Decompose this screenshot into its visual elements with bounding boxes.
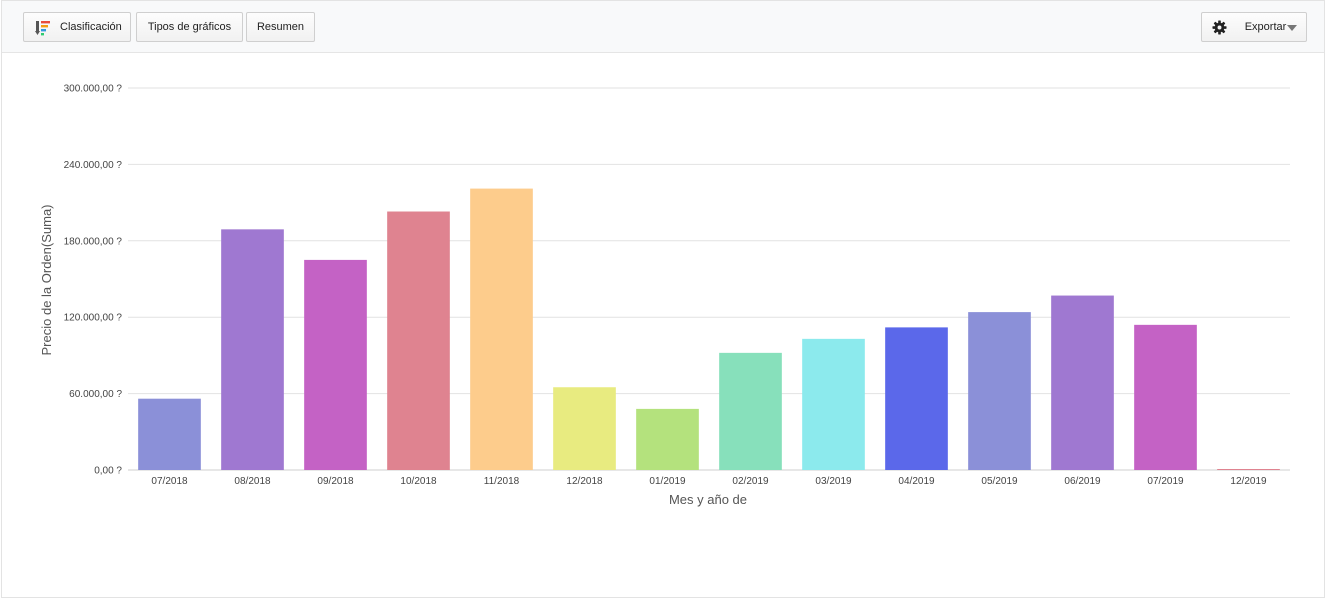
x-tick-label: 04/2019 bbox=[898, 476, 935, 487]
gridlines bbox=[128, 87, 1290, 471]
summary-button[interactable]: Resumen bbox=[246, 12, 315, 42]
bar-08-2018[interactable] bbox=[221, 229, 284, 470]
x-axis-title: Mes y año de bbox=[669, 492, 747, 507]
sort-button-label: Clasificación bbox=[60, 21, 122, 33]
caret-down-icon bbox=[1287, 25, 1297, 31]
x-tick-label: 11/2018 bbox=[484, 476, 520, 487]
x-axis-ticks: 07/2018 08/2018 09/2018 10/2018 11/2018 12/20… bbox=[151, 476, 1267, 487]
export-button[interactable]: Exportar bbox=[1201, 12, 1307, 42]
bar-05-2019[interactable] bbox=[968, 312, 1031, 470]
x-tick-label: 12/2018 bbox=[566, 476, 603, 487]
toolbar: Clasificación Tipos de gráficos Resumen … bbox=[2, 1, 1324, 53]
bar-09-2018[interactable] bbox=[304, 259, 367, 470]
y-tick-label: 180.000,00 ? bbox=[64, 236, 123, 247]
x-tick-label: 08/2018 bbox=[234, 476, 271, 487]
bar-12-2019[interactable] bbox=[1217, 469, 1280, 470]
x-tick-label: 01/2019 bbox=[649, 476, 686, 487]
y-axis-title: Precio de la Orden(Suma) bbox=[39, 204, 54, 355]
sort-bars-icon bbox=[35, 21, 50, 36]
bar-06-2019[interactable] bbox=[1051, 295, 1114, 470]
x-tick-label: 03/2019 bbox=[815, 476, 852, 487]
y-tick-label: 120.000,00 ? bbox=[64, 313, 123, 324]
export-button-label: Exportar bbox=[1244, 21, 1287, 33]
x-tick-label: 12/2019 bbox=[1230, 476, 1267, 487]
x-tick-label: 07/2019 bbox=[1147, 476, 1184, 487]
bar-07-2019[interactable] bbox=[1134, 324, 1197, 470]
x-tick-label: 06/2019 bbox=[1064, 476, 1101, 487]
chart-types-button[interactable]: Tipos de gráficos bbox=[136, 12, 243, 42]
y-tick-label: 0,00 ? bbox=[94, 466, 122, 477]
bar-12-2018[interactable] bbox=[553, 387, 616, 470]
sort-button[interactable]: Clasificación bbox=[23, 12, 131, 42]
bar-04-2019[interactable] bbox=[885, 327, 948, 470]
bar-03-2019[interactable] bbox=[802, 338, 865, 470]
bar-02-2019[interactable] bbox=[719, 352, 782, 470]
x-tick-label: 07/2018 bbox=[151, 476, 188, 487]
y-tick-label: 300.000,00 ? bbox=[64, 84, 123, 95]
y-tick-label: 240.000,00 ? bbox=[64, 160, 123, 171]
y-axis-ticks: 0,00 ? 60.000,00 ? 120.000,00 ? 180.000,00 … bbox=[64, 84, 123, 477]
bar-07-2018[interactable] bbox=[138, 398, 201, 470]
bar-01-2019[interactable] bbox=[636, 408, 699, 470]
gear-icon bbox=[1212, 20, 1227, 35]
x-tick-label: 05/2019 bbox=[981, 476, 1018, 487]
summary-button-label: Resumen bbox=[256, 21, 305, 33]
chart-types-button-label: Tipos de gráficos bbox=[147, 21, 232, 33]
x-tick-label: 02/2019 bbox=[732, 476, 769, 487]
y-tick-label: 60.000,00 ? bbox=[69, 389, 122, 400]
x-tick-label: 09/2018 bbox=[317, 476, 354, 487]
bars bbox=[138, 188, 1280, 471]
bar-10-2018[interactable] bbox=[387, 211, 450, 470]
bar-11-2018[interactable] bbox=[470, 188, 533, 471]
x-tick-label: 10/2018 bbox=[400, 476, 437, 487]
